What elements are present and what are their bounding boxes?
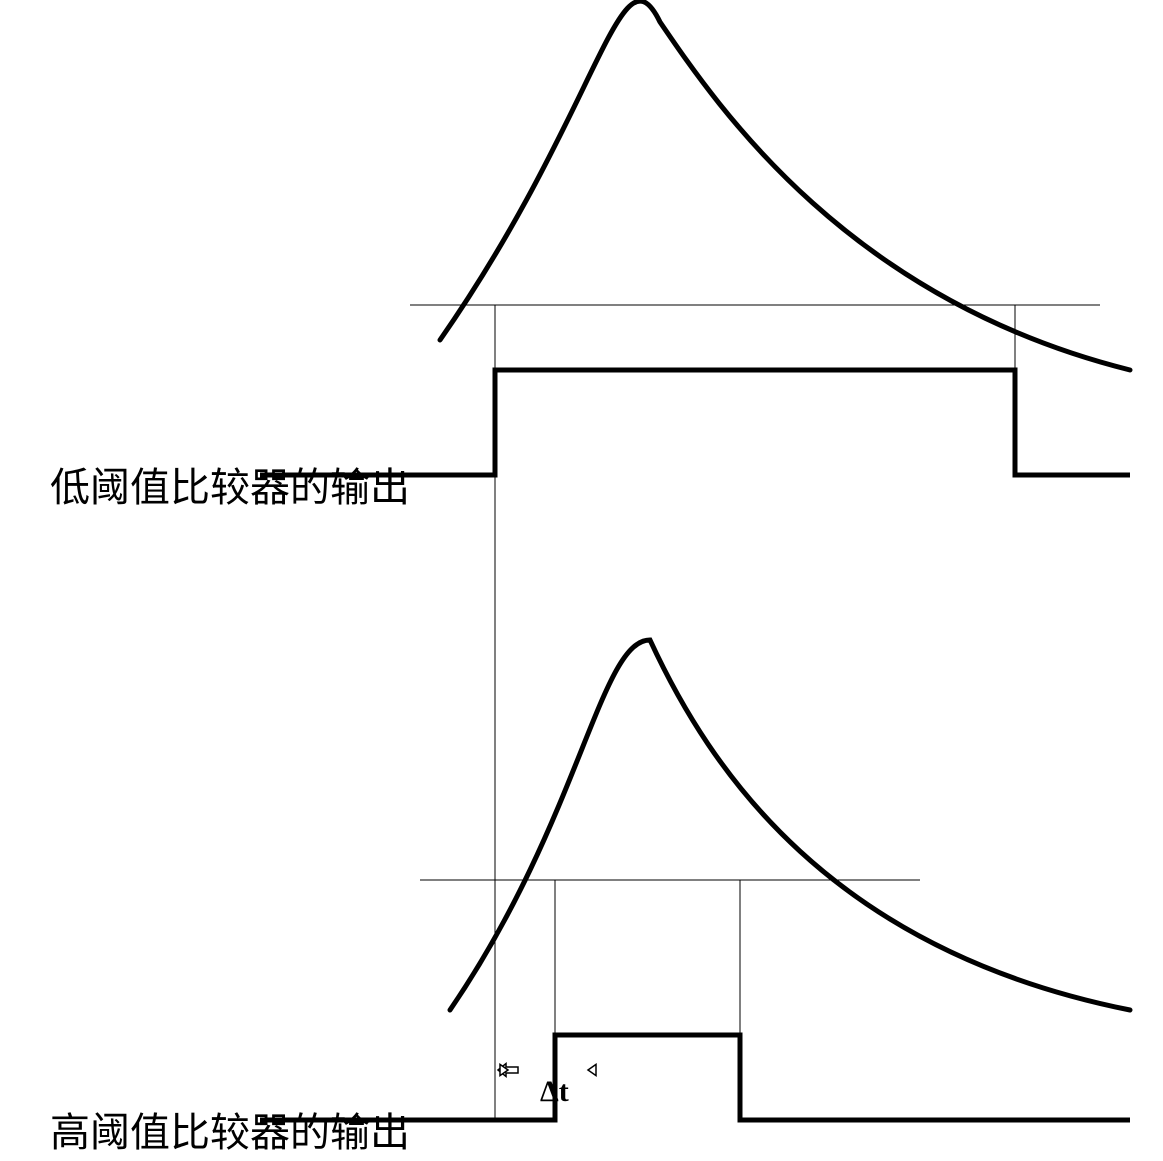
label-high-threshold-output: 高阈值比较器的输出 xyxy=(50,1100,410,1158)
lower-pulse-curve xyxy=(450,640,1130,1010)
delta-t-arrowhead-right xyxy=(588,1064,596,1075)
diagram-canvas xyxy=(0,0,1163,1161)
label-low-threshold-output: 低阈值比较器的输出 xyxy=(50,455,410,513)
label-delta-t: Δt xyxy=(540,1075,569,1109)
upper-pulse-curve xyxy=(440,1,1130,370)
